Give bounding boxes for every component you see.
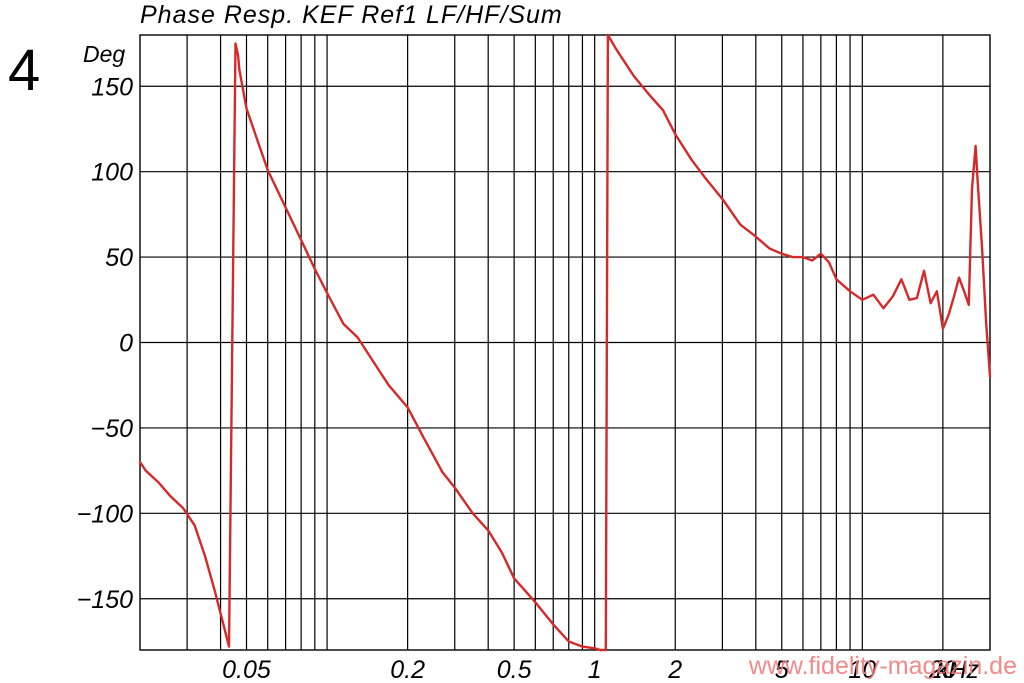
- x-tick-label: 20: [928, 656, 957, 683]
- phase-trace-line: [138, 33, 992, 652]
- y-tick-label: −50: [91, 415, 134, 443]
- x-axis-unit-label: kHz: [936, 656, 980, 683]
- y-tick-label: −100: [77, 500, 133, 528]
- x-tick-label: 1: [588, 656, 602, 683]
- x-tick-label: 0.5: [497, 656, 532, 683]
- y-tick-label: 50: [105, 244, 133, 272]
- x-tick-label: 5: [775, 656, 789, 683]
- y-tick-label: −150: [77, 586, 133, 614]
- y-tick-label: 100: [91, 159, 133, 187]
- x-tick-label: 2: [667, 656, 682, 683]
- figure-number: 4: [8, 38, 40, 103]
- x-tick-label: 10: [848, 656, 876, 683]
- chart-title: Phase Resp. KEF Ref1 LF/HF/Sum: [140, 1, 563, 29]
- plot-frame: [139, 34, 991, 651]
- phase-trace: [138, 33, 992, 652]
- x-tick-label: 0.2: [390, 656, 425, 683]
- y-tick-label: 150: [91, 73, 133, 101]
- axis-tick-labels: 150 100 50 0 −50 −100 −150 0.05 0.2 0.5 1 2 5 10 20: [77, 73, 957, 683]
- grid-lines: [140, 35, 990, 650]
- watermark: www.fidelity-magazin.de: [748, 652, 1017, 680]
- y-tick-label: 0: [119, 330, 133, 358]
- y-axis-unit-label: Deg: [83, 41, 125, 67]
- x-tick-label: 0.05: [222, 656, 271, 683]
